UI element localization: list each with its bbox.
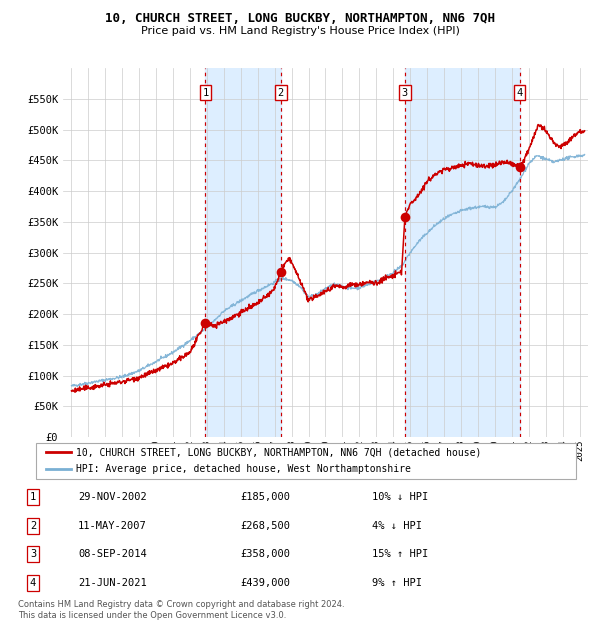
Text: 15% ↑ HPI: 15% ↑ HPI (372, 549, 428, 559)
Text: 3: 3 (30, 549, 36, 559)
Text: HPI: Average price, detached house, West Northamptonshire: HPI: Average price, detached house, West… (77, 464, 412, 474)
Text: Price paid vs. HM Land Registry's House Price Index (HPI): Price paid vs. HM Land Registry's House … (140, 26, 460, 36)
Text: £358,000: £358,000 (240, 549, 290, 559)
Text: 2: 2 (30, 521, 36, 531)
Text: 4% ↓ HPI: 4% ↓ HPI (372, 521, 422, 531)
Text: 4: 4 (30, 578, 36, 588)
Text: £439,000: £439,000 (240, 578, 290, 588)
Text: £185,000: £185,000 (240, 492, 290, 502)
Text: £268,500: £268,500 (240, 521, 290, 531)
Text: This data is licensed under the Open Government Licence v3.0.: This data is licensed under the Open Gov… (18, 611, 286, 620)
Text: 3: 3 (402, 88, 408, 98)
Text: 10, CHURCH STREET, LONG BUCKBY, NORTHAMPTON, NN6 7QH (detached house): 10, CHURCH STREET, LONG BUCKBY, NORTHAMP… (77, 448, 482, 458)
Bar (405, 68, 520, 437)
Text: 08-SEP-2014: 08-SEP-2014 (78, 549, 147, 559)
Text: 9% ↑ HPI: 9% ↑ HPI (372, 578, 422, 588)
Text: 21-JUN-2021: 21-JUN-2021 (78, 578, 147, 588)
Text: Contains HM Land Registry data © Crown copyright and database right 2024.: Contains HM Land Registry data © Crown c… (18, 600, 344, 609)
Bar (205, 68, 281, 437)
Text: 11-MAY-2007: 11-MAY-2007 (78, 521, 147, 531)
Text: 10, CHURCH STREET, LONG BUCKBY, NORTHAMPTON, NN6 7QH: 10, CHURCH STREET, LONG BUCKBY, NORTHAMP… (105, 12, 495, 25)
Text: 29-NOV-2002: 29-NOV-2002 (78, 492, 147, 502)
Text: 1: 1 (202, 88, 209, 98)
Text: 2: 2 (278, 88, 284, 98)
Text: 10% ↓ HPI: 10% ↓ HPI (372, 492, 428, 502)
Text: 1: 1 (30, 492, 36, 502)
Text: 4: 4 (517, 88, 523, 98)
